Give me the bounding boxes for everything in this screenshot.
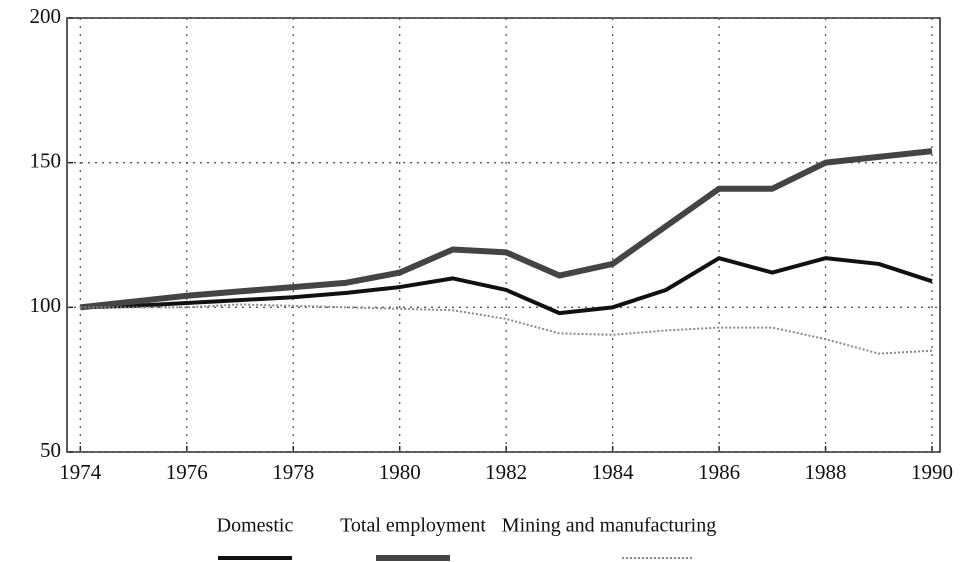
legend-label: Total employment (340, 515, 486, 537)
x-tick-label: 1978 (272, 460, 314, 484)
data-line (80, 256, 933, 316)
plot-frame (66, 17, 941, 453)
y-tick-label: 150 (30, 148, 62, 172)
legend-label: Mining and manufacturing (502, 515, 716, 537)
x-tick-label: 1984 (592, 460, 635, 484)
data-line (79, 148, 933, 311)
x-tick-label: 1988 (805, 460, 847, 484)
y-tick-label: 200 (30, 4, 62, 28)
y-tick-label: 100 (30, 293, 62, 317)
data-line (80, 303, 933, 355)
y-tick-label: 50 (40, 438, 61, 462)
x-tick-label: 1982 (485, 460, 527, 484)
x-tick-label: 1976 (166, 460, 208, 484)
x-tick-label: 1986 (698, 460, 740, 484)
x-tick-label: 1974 (59, 460, 102, 484)
legend-label: Domestic (217, 515, 294, 537)
x-tick-label: 1980 (379, 460, 421, 484)
x-tick-label: 1990 (911, 460, 953, 484)
